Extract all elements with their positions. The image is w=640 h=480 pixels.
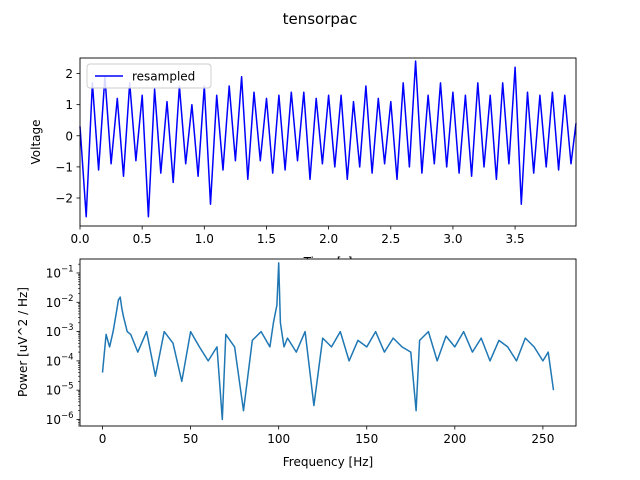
x-tick-label: 1.0 [195,232,214,246]
voltage-legend: resampled [86,63,212,89]
x-tick-label: 1.5 [257,232,276,246]
x-tick-label: 250 [531,432,554,446]
x-tick-label: 0 [99,432,107,446]
x-tick-label: 150 [355,432,378,446]
voltage-time-axes: 0.0 0.5 1.0 1.5 2.0 2.5 3.0 3.5 −2 −1 0 1 2 resampl… [29,57,577,269]
y-tick-label: 10 [46,413,61,427]
x-tick-label: 2.5 [381,232,400,246]
y-tick-label: 10 [46,354,61,368]
y-tick-label: 2 [65,67,73,81]
series-line-chart1-series0 [101,262,555,421]
y-tick-label: −2 [55,192,73,206]
x-tick-label: 0.5 [133,232,152,246]
voltage-axes-frame [79,57,577,227]
y-tick-exponent: −4 [61,352,74,362]
legend-box [86,63,212,89]
x-tick-label: 2.0 [319,232,338,246]
x-tick-label: 0.0 [70,232,89,246]
voltage-x-ticks: 0.0 0.5 1.0 1.5 2.0 2.5 3.0 3.5 [70,226,525,246]
x-tick-label: 50 [183,432,198,446]
figure-suptitle: tensorpac [283,10,358,28]
y-tick-exponent: −5 [61,382,74,392]
power-x-axis-label: Frequency [Hz] [283,455,374,469]
y-tick-exponent: −3 [61,323,74,333]
x-tick-label: 3.0 [443,232,462,246]
voltage-y-ticks: −2 −1 0 1 2 [55,67,80,206]
power-y-axis-label: Power [uV^2 / Hz] [16,287,30,397]
legend-label-resampled: resampled [132,70,195,84]
power-series-layer [101,262,555,421]
y-tick-label: 10 [46,266,61,280]
power-x-ticks: 0 50 100 150 200 250 [99,426,554,446]
y-tick-label: 1 [65,98,73,112]
voltage-series-layer [79,60,577,218]
series-line-resampled [79,60,577,218]
y-tick-label: 0 [65,129,73,143]
y-tick-exponent: −2 [61,294,74,304]
y-tick-exponent: −6 [61,411,74,421]
x-tick-label: 3.5 [506,232,525,246]
power-axes-frame [79,258,577,427]
y-tick-label: −1 [55,160,73,174]
voltage-y-axis-label: Voltage [29,119,43,164]
x-tick-label: 200 [443,432,466,446]
power-y-ticks: 10−610−510−410−310−210−1 [46,263,80,427]
y-tick-exponent: −1 [61,264,74,274]
power-frequency-axes: 0 50 100 150 200 250 10−610−510−410−310−210−1… [16,258,577,469]
y-tick-label: 10 [46,325,61,339]
y-tick-label: 10 [46,296,61,310]
x-tick-label: 100 [267,432,290,446]
y-tick-label: 10 [46,384,61,398]
